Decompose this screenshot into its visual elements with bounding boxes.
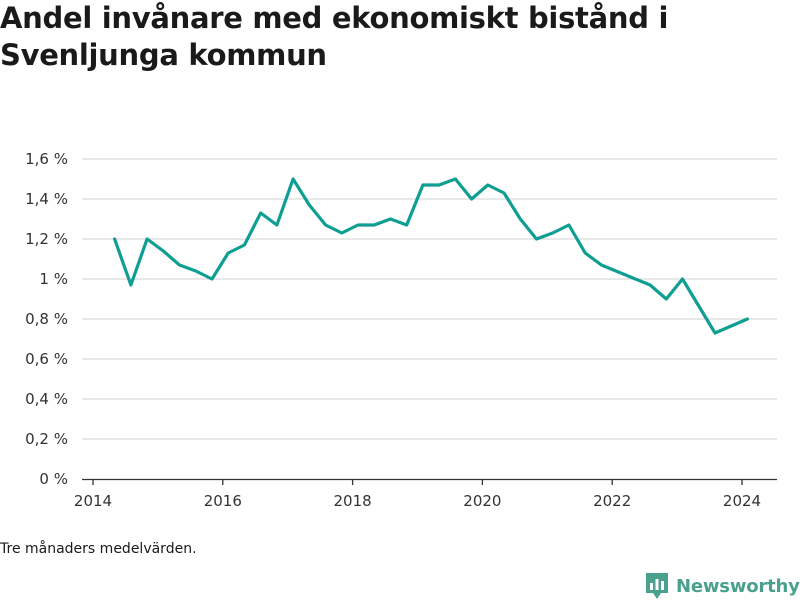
x-tick-label: 2014 [74, 492, 112, 510]
brand-name: Newsworthy [676, 575, 800, 597]
x-tick-label: 2022 [593, 492, 631, 510]
chart-title: Andel invånare med ekonomiskt bistånd i … [0, 1, 669, 72]
y-tick-label: 0 % [39, 470, 68, 488]
y-tick-label: 0,2 % [25, 430, 68, 448]
y-axis-tick-labels: 0 % 0,2 % 0,4 % 0,6 % 0,8 % 1 % 1,2 % 1,4 % 1,6 … [25, 150, 68, 488]
y-tick-label: 1,4 % [25, 190, 68, 208]
brand-logo: Newsworthy [644, 570, 800, 602]
gridlines [82, 158, 777, 440]
y-tick-label: 1 % [39, 270, 68, 288]
footnote: Tre månaders medelvärden. [0, 541, 197, 557]
y-tick-label: 0,6 % [25, 350, 68, 368]
x-tick-label: 2024 [723, 492, 761, 510]
x-axis: 2014 2016 2018 2020 2022 2024 [74, 479, 761, 510]
x-tick-label: 2020 [463, 492, 501, 510]
series-line [113, 177, 749, 335]
y-tick-label: 1,6 % [25, 150, 68, 168]
y-tick-label: 0,4 % [25, 390, 68, 408]
y-tick-label: 0,8 % [25, 310, 68, 328]
newsworthy-logo-icon [646, 573, 668, 599]
x-tick-label: 2018 [334, 492, 372, 510]
x-tick-label: 2016 [204, 492, 242, 510]
y-tick-label: 1,2 % [25, 230, 68, 248]
